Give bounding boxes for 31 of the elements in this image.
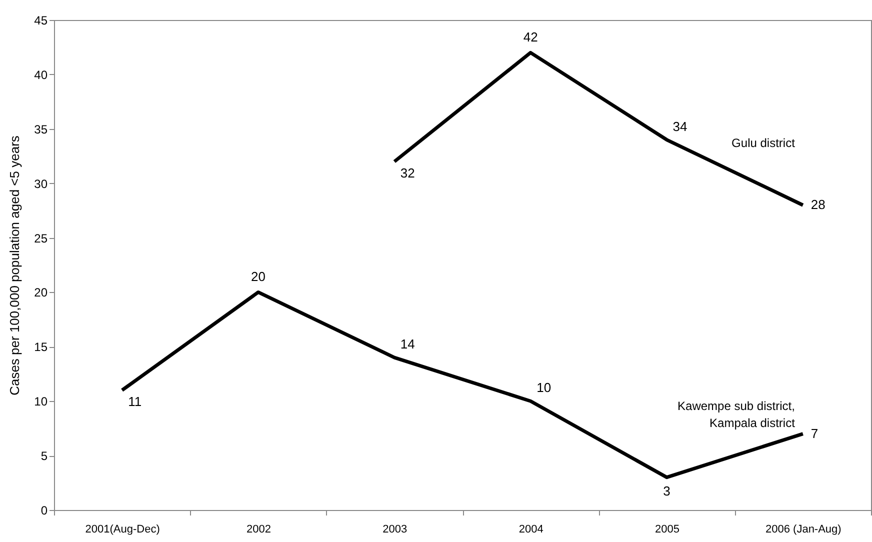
x-tick-label: 2002 <box>246 524 271 536</box>
x-tick-label: 2003 <box>382 524 408 536</box>
x-tick-label: 2001(Aug-Dec) <box>85 524 160 536</box>
data-label: 3 <box>663 483 670 498</box>
y-tick-label: 30 <box>34 176 48 191</box>
y-axis-title: Cases per 100,000 population aged <5 years <box>7 135 22 396</box>
data-label: 32 <box>400 166 415 181</box>
data-label: 7 <box>810 426 818 441</box>
y-tick-label: 40 <box>34 68 48 82</box>
y-tick-label: 45 <box>34 14 48 28</box>
data-label: 34 <box>672 118 688 134</box>
y-tick-label: 5 <box>40 449 48 464</box>
data-label: 10 <box>536 380 552 396</box>
x-tick-label: 2005 <box>655 524 680 536</box>
series-label: Gulu district <box>732 136 796 150</box>
data-label: 28 <box>810 197 826 212</box>
y-tick-label: 0 <box>40 504 48 518</box>
data-label: 20 <box>251 269 266 284</box>
line-series <box>392 50 805 207</box>
y-tick-label: 25 <box>34 231 48 246</box>
data-label: 42 <box>523 30 538 45</box>
data-label: 14 <box>400 336 415 352</box>
y-tick-label: 10 <box>34 394 48 409</box>
x-tick-label: 2004 <box>518 524 544 536</box>
x-tick-label: 2006 (Jan-Aug) <box>766 524 842 536</box>
y-tick-label: 20 <box>34 286 48 300</box>
data-label: 11 <box>128 394 142 410</box>
y-tick-label: 15 <box>34 340 48 354</box>
y-tick-label: 35 <box>34 122 48 136</box>
line-series <box>120 290 805 480</box>
series-label: Kawempe sub district, Kampala district <box>678 398 796 430</box>
